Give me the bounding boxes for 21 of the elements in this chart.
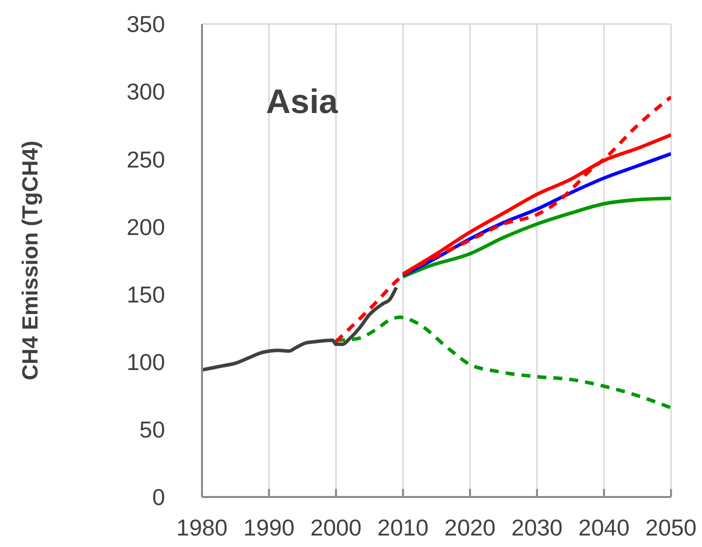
y-tick-label: 300	[126, 78, 165, 105]
text: Asia	[266, 83, 338, 122]
y-axis-title: CH4 Emission (TgCH4)	[18, 140, 42, 380]
x-tick-label: 2040	[578, 514, 630, 540]
x-tick-label: 2010	[377, 514, 429, 540]
x-tick-label: 2030	[511, 514, 563, 540]
x-tick-label: 2000	[310, 514, 362, 540]
line-series	[202, 286, 398, 372]
y-tick-label: 200	[126, 214, 165, 240]
x-tick-label: 1990	[243, 514, 295, 540]
y-tick-label: 250	[126, 146, 165, 172]
x-tick-label: 2020	[444, 514, 496, 540]
y-tick-label: 350	[126, 11, 165, 38]
line-series	[334, 316, 671, 410]
y-tick-label: 0	[152, 484, 165, 510]
x-tick-label: 1980	[176, 514, 228, 540]
line-series	[401, 196, 671, 278]
x-tick-label: 2050	[645, 514, 697, 540]
y-tick-label: 50	[139, 416, 165, 443]
y-tick-label: 100	[126, 349, 165, 376]
y-tick-label: 150	[126, 281, 165, 308]
